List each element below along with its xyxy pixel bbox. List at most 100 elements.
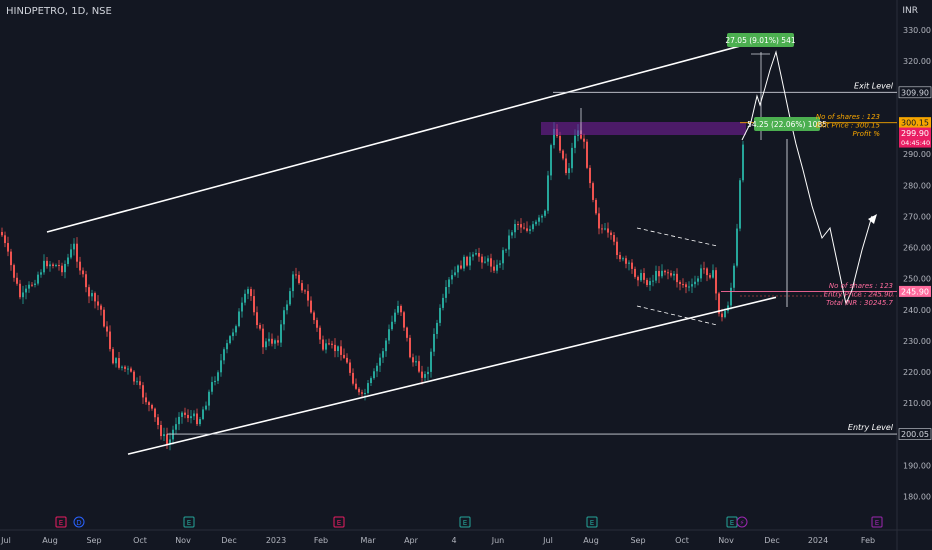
candle [4, 235, 6, 244]
candle [217, 372, 219, 381]
candle [316, 320, 318, 328]
price-tag-bg [899, 285, 931, 297]
candle [385, 340, 387, 352]
candle [490, 258, 492, 267]
candle [64, 263, 66, 273]
candle [331, 343, 333, 345]
candle [685, 284, 687, 288]
x-tick-label: Feb [314, 536, 328, 545]
candle [169, 439, 171, 444]
y-tick-label: 290.00 [903, 150, 931, 159]
candle [427, 371, 429, 375]
x-tick-label: Jul [0, 536, 11, 545]
y-tick-label: 240.00 [903, 306, 931, 315]
candle [268, 338, 270, 342]
price-tag-bg [899, 117, 931, 129]
candle [523, 227, 525, 229]
event-marker: E [871, 516, 883, 528]
candles [1, 122, 744, 451]
candle [13, 265, 15, 278]
candle [445, 287, 447, 298]
candle [622, 258, 624, 260]
candle [328, 343, 330, 345]
candle [196, 413, 198, 425]
measure-box-mid: 54.25 (22.06%) 1085 [747, 117, 827, 131]
candle [277, 340, 279, 343]
candle [439, 307, 441, 323]
candle [73, 243, 75, 250]
candle [76, 243, 78, 262]
candle [43, 260, 45, 273]
candle [586, 141, 588, 168]
candle [715, 270, 717, 294]
x-tick-label: Dec [764, 536, 779, 545]
candle [115, 358, 117, 364]
candle [436, 322, 438, 334]
candle [736, 228, 738, 266]
candle [142, 385, 144, 398]
candle [259, 325, 261, 329]
price-tag-label: 299.90 [901, 129, 929, 138]
candle [541, 215, 543, 218]
candle [193, 413, 195, 417]
candle [208, 391, 210, 406]
x-tick-label: Dec [221, 536, 236, 545]
event-marker-shape [586, 516, 598, 528]
candle [148, 402, 150, 405]
candle [151, 404, 153, 409]
candle [514, 224, 516, 233]
event-marker-label: E [59, 519, 63, 527]
candle [91, 293, 93, 297]
x-tick-label: Aug [583, 536, 599, 545]
event-marker-shape [459, 516, 471, 528]
candle [406, 327, 408, 338]
candle [172, 429, 174, 440]
candle [454, 272, 456, 276]
candle [352, 372, 354, 384]
candle [691, 284, 693, 287]
candle [625, 258, 627, 264]
candle [109, 331, 111, 350]
candle [379, 357, 381, 366]
candle [307, 291, 309, 301]
candle [82, 270, 84, 275]
candle [526, 228, 528, 231]
candle [256, 312, 258, 326]
candle [97, 301, 99, 306]
candle [673, 273, 675, 276]
candle [253, 296, 255, 313]
candle [448, 279, 450, 288]
candle [466, 256, 468, 266]
candle [130, 368, 132, 372]
candle [643, 273, 645, 280]
candle [163, 434, 165, 437]
resistance-zone [541, 122, 746, 135]
measure-box-text: 54.25 (22.06%) 1085 [747, 120, 827, 129]
event-marker-label: E [875, 519, 879, 527]
candle [400, 305, 402, 313]
candle [334, 344, 336, 352]
price-tag: 300.15 [899, 117, 931, 129]
event-marker-shape [871, 516, 883, 528]
candle [349, 362, 351, 373]
candle [718, 293, 720, 314]
x-tick-label: 4 [451, 536, 456, 545]
x-tick-label: Sep [86, 536, 101, 545]
candle [373, 371, 375, 379]
candle [721, 313, 723, 318]
event-marker-label: D [76, 519, 81, 527]
candle [241, 302, 243, 312]
measure-box-text: 27.05 (9.01%) 541 [725, 36, 795, 45]
x-tick-label: Oct [133, 536, 147, 545]
candle [22, 292, 24, 298]
entry-note-line: No of shares : 123 [829, 282, 893, 290]
candle [397, 305, 399, 313]
candle [442, 297, 444, 308]
candle [292, 274, 294, 292]
measure-box-bg [727, 33, 794, 47]
candle [238, 311, 240, 327]
candle [166, 434, 168, 444]
